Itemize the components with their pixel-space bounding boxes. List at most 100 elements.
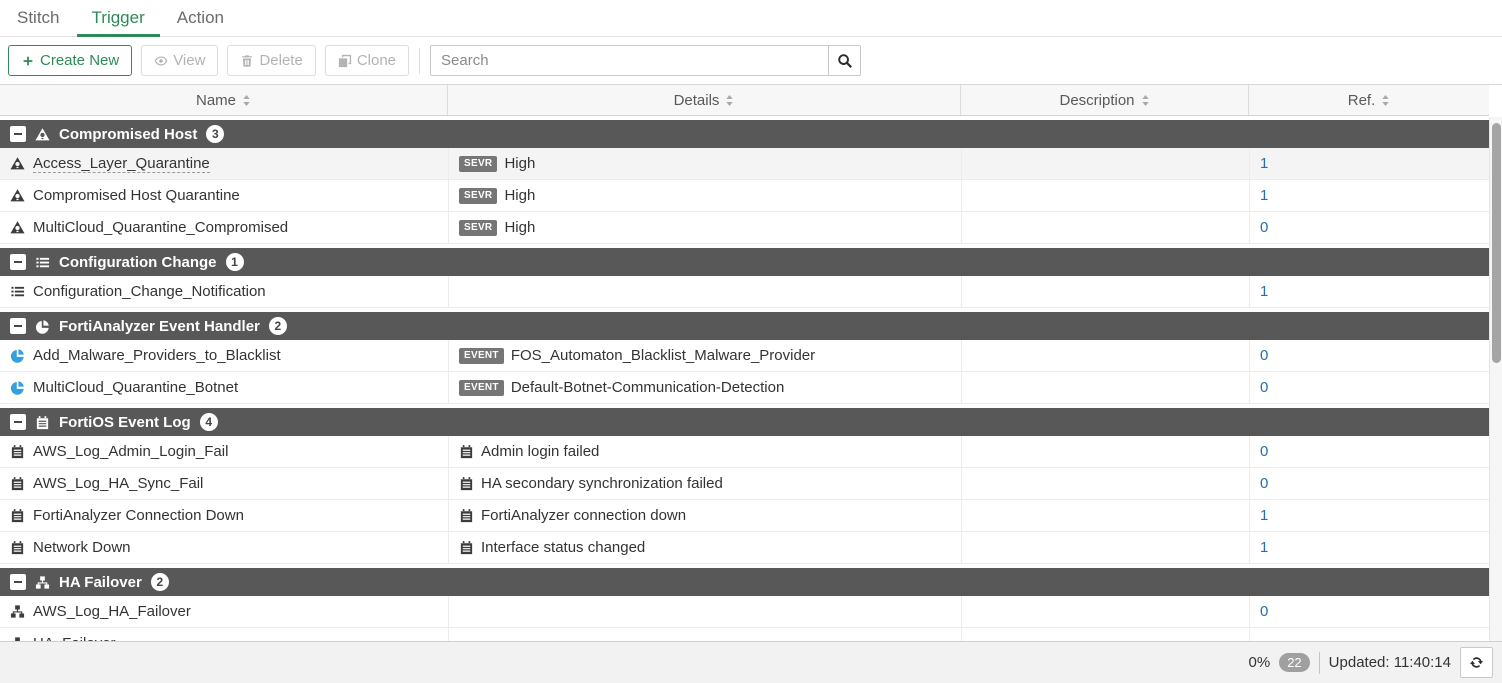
- table-header: Name Details Description Ref.: [0, 85, 1489, 116]
- ref-cell: 1: [1249, 500, 1489, 531]
- name-cell: HA_Failover: [0, 628, 448, 642]
- search-input[interactable]: [430, 45, 830, 76]
- compromised-host-icon: [10, 156, 25, 171]
- tab-trigger[interactable]: Trigger: [76, 0, 160, 37]
- details-text: High: [504, 155, 536, 172]
- details-cell: [448, 276, 961, 307]
- table-row[interactable]: AWS_Log_Admin_Login_Fail Admin login fail…: [0, 436, 1489, 468]
- create-new-button[interactable]: Create New: [8, 45, 133, 76]
- ref-link[interactable]: 1: [1260, 539, 1269, 556]
- ref-cell: 0: [1249, 340, 1489, 371]
- column-header-name[interactable]: Name: [0, 85, 448, 115]
- trigger-name[interactable]: FortiAnalyzer Connection Down: [33, 507, 244, 524]
- table-row[interactable]: AWS_Log_HA_Failover 0: [0, 596, 1489, 628]
- column-header-description[interactable]: Description: [961, 85, 1249, 115]
- event-log-icon: [459, 444, 474, 459]
- ref-cell: 1: [1249, 148, 1489, 179]
- collapse-icon[interactable]: [10, 574, 26, 590]
- details-cell: HA secondary synchronization failed: [448, 468, 961, 499]
- details-text: HA secondary synchronization failed: [481, 475, 723, 492]
- ref-cell: [1249, 628, 1489, 642]
- ref-cell: 0: [1249, 468, 1489, 499]
- column-header-ref[interactable]: Ref.: [1249, 85, 1489, 115]
- cpu-usage-label: 0%: [1248, 654, 1271, 671]
- table-row[interactable]: HA_Failover: [0, 628, 1489, 642]
- trigger-name[interactable]: AWS_Log_HA_Failover: [33, 603, 191, 620]
- ref-link[interactable]: 1: [1260, 155, 1269, 172]
- name-cell: Network Down: [0, 532, 448, 563]
- group-count-badge: 3: [206, 125, 225, 143]
- group-label: FortiAnalyzer Event Handler: [59, 317, 260, 335]
- search-button[interactable]: [828, 45, 862, 76]
- configuration-change-icon: [10, 284, 25, 299]
- ref-link[interactable]: 1: [1260, 283, 1269, 300]
- group-label: FortiOS Event Log: [59, 413, 191, 431]
- column-header-details[interactable]: Details: [448, 85, 961, 115]
- ref-link[interactable]: 0: [1260, 347, 1269, 364]
- table-row[interactable]: MultiCloud_Quarantine_Compromised SEVR Hig…: [0, 212, 1489, 244]
- trigger-name[interactable]: HA_Failover: [33, 635, 116, 642]
- ha-failover-icon: [10, 604, 25, 619]
- details-cell: Admin login failed: [448, 436, 961, 467]
- table-row[interactable]: Network Down Interface status changed 1: [0, 532, 1489, 564]
- description-cell: [961, 212, 1249, 243]
- group-row-fortios-event-log[interactable]: FortiOS Event Log 4: [0, 408, 1489, 436]
- trigger-name[interactable]: AWS_Log_HA_Sync_Fail: [33, 475, 204, 492]
- table-row[interactable]: Add_Malware_Providers_to_Blacklist EVENT F…: [0, 340, 1489, 372]
- ref-cell: 0: [1249, 596, 1489, 627]
- ref-link[interactable]: 1: [1260, 187, 1269, 204]
- group-count-badge: 2: [268, 317, 287, 335]
- table-row[interactable]: Configuration_Change_Notification 1: [0, 276, 1489, 308]
- sort-icon: [725, 94, 734, 107]
- ref-link[interactable]: 0: [1260, 219, 1269, 236]
- trigger-name[interactable]: MultiCloud_Quarantine_Botnet: [33, 379, 239, 396]
- create-new-button-label: Create New: [40, 52, 120, 69]
- compromised-host-icon: [35, 127, 50, 142]
- description-cell: [961, 500, 1249, 531]
- scrollbar-thumb[interactable]: [1492, 123, 1501, 363]
- tab-stitch[interactable]: Stitch: [17, 8, 60, 27]
- ref-link[interactable]: 1: [1260, 507, 1269, 524]
- ref-link[interactable]: 0: [1260, 443, 1269, 460]
- ref-cell: 0: [1249, 212, 1489, 243]
- compromised-host-icon: [10, 188, 25, 203]
- collapse-icon[interactable]: [10, 126, 26, 142]
- details-cell: EVENT Default-Botnet-Communication-Detect…: [448, 372, 961, 403]
- trigger-name[interactable]: AWS_Log_Admin_Login_Fail: [33, 443, 229, 460]
- table-row[interactable]: Access_Layer_Quarantine SEVR High 1: [0, 148, 1489, 180]
- vertical-scrollbar[interactable]: [1489, 117, 1502, 642]
- group-row-ha-failover[interactable]: HA Failover 2: [0, 568, 1489, 596]
- ref-link[interactable]: 0: [1260, 379, 1269, 396]
- name-cell: Compromised Host Quarantine: [0, 180, 448, 211]
- refresh-icon: [1469, 655, 1484, 670]
- trigger-name[interactable]: Network Down: [33, 539, 131, 556]
- trigger-name[interactable]: MultiCloud_Quarantine_Compromised: [33, 219, 289, 236]
- trigger-name[interactable]: Configuration_Change_Notification: [33, 283, 266, 300]
- table-row[interactable]: FortiAnalyzer Connection Down FortiAnalyz…: [0, 500, 1489, 532]
- name-cell: MultiCloud_Quarantine_Botnet: [0, 372, 448, 403]
- description-cell: [961, 436, 1249, 467]
- collapse-icon[interactable]: [10, 318, 26, 334]
- refresh-button[interactable]: [1460, 647, 1493, 678]
- ref-link[interactable]: 0: [1260, 603, 1269, 620]
- sort-icon: [1141, 94, 1150, 107]
- trigger-name[interactable]: Compromised Host Quarantine: [33, 187, 240, 204]
- table-row[interactable]: MultiCloud_Quarantine_Botnet EVENT Default…: [0, 372, 1489, 404]
- trigger-name[interactable]: Add_Malware_Providers_to_Blacklist: [33, 347, 281, 364]
- group-row-fortianalyzer-event-handler[interactable]: FortiAnalyzer Event Handler 2: [0, 312, 1489, 340]
- group-row-compromised-host[interactable]: Compromised Host 3: [0, 120, 1489, 148]
- updated-timestamp: Updated: 11:40:14: [1328, 654, 1451, 671]
- trigger-name[interactable]: Access_Layer_Quarantine: [33, 154, 210, 173]
- group-row-configuration-change[interactable]: Configuration Change 1: [0, 248, 1489, 276]
- tab-action[interactable]: Action: [176, 8, 224, 27]
- description-cell: [961, 372, 1249, 403]
- event-handler-icon: [10, 380, 25, 395]
- ref-link[interactable]: 0: [1260, 475, 1269, 492]
- collapse-icon[interactable]: [10, 414, 26, 430]
- collapse-icon[interactable]: [10, 254, 26, 270]
- table-row[interactable]: Compromised Host Quarantine SEVR High 1: [0, 180, 1489, 212]
- table-row[interactable]: AWS_Log_HA_Sync_Fail HA secondary synchro…: [0, 468, 1489, 500]
- event-handler-icon: [35, 319, 50, 334]
- description-cell: [961, 180, 1249, 211]
- search-box: [430, 45, 862, 76]
